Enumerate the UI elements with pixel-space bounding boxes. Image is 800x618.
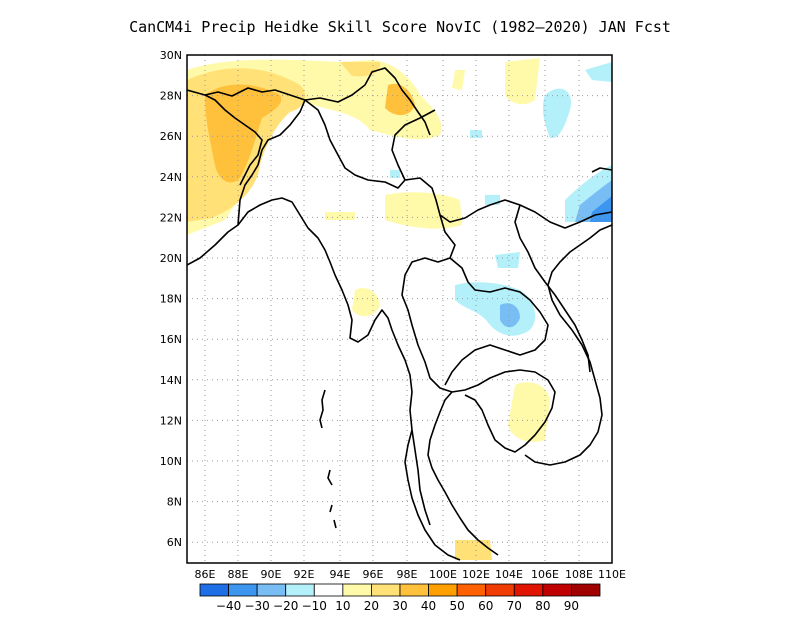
positive-skill-region: [452, 70, 465, 90]
colorbar-label: 20: [364, 599, 379, 613]
negative-skill-region: [495, 252, 520, 268]
colorbar-swatch: [371, 583, 401, 597]
lat-tick-labels: 30N 28N 26N 24N 22N 20N 18N 16N 14N 12N …: [160, 49, 182, 549]
lon-label: 108E: [565, 568, 593, 581]
border-vietnam-laos: [514, 204, 591, 373]
positive-skill-region: [508, 382, 550, 442]
lon-label: 94E: [330, 568, 351, 581]
negative-skill-region: [585, 62, 612, 82]
lon-label: 90E: [261, 568, 282, 581]
colorbar: −40 −30 −20 −10 10 20 30 40 50 60 70 80 90: [199, 583, 601, 613]
lat-label: 30N: [160, 49, 182, 62]
lat-label: 6N: [167, 536, 182, 549]
lon-label: 96E: [363, 568, 384, 581]
border-myanmar-china: [304, 99, 612, 229]
positive-skill-region: [455, 540, 492, 560]
skill-30-region: [385, 83, 415, 116]
colorbar-label: 80: [535, 599, 550, 613]
lat-label: 20N: [160, 252, 182, 265]
lat-label: 26N: [160, 130, 182, 143]
coastline-andaman-islands: [319, 389, 326, 429]
coastline-vietnam: [524, 224, 612, 466]
coastline-malay-peninsula: [404, 429, 461, 561]
border-myanmar-west: [237, 99, 306, 226]
colorbar-swatch: [199, 583, 229, 597]
lat-label: 14N: [160, 374, 182, 387]
colorbar-swatch: [456, 583, 487, 597]
colorbar-swatch: [256, 583, 287, 597]
positive-skill-region: [352, 288, 380, 317]
coastline-nicobar-islands: [327, 469, 337, 529]
coastline-bay-of-bengal: [187, 197, 431, 526]
colorbar-swatch: [485, 583, 515, 597]
skill-minus20-region: [500, 303, 520, 328]
border-laos: [444, 257, 549, 386]
lat-label: 22N: [160, 211, 182, 224]
coastline-gulf-of-thailand: [427, 391, 499, 556]
border-yunnan: [391, 109, 436, 181]
border-myanmar-thailand: [401, 214, 456, 393]
lon-label: 86E: [195, 568, 216, 581]
colorbar-swatch: [228, 583, 258, 597]
negative-skill-region: [542, 88, 571, 139]
lon-label: 110E: [598, 568, 626, 581]
map-title: CanCM4i Precip Heidke Skill Score NovIC …: [129, 18, 671, 36]
colorbar-label: 30: [392, 599, 407, 613]
colorbar-swatch: [342, 583, 372, 597]
colorbar-swatch: [313, 583, 344, 597]
positive-skill-region: [385, 192, 462, 229]
colorbar-label: −40: [216, 599, 241, 613]
country-borders: [187, 67, 612, 561]
border-bhutan-northeast: [187, 67, 431, 136]
skill-score-field: [187, 58, 612, 560]
lat-label: 18N: [160, 293, 182, 306]
colorbar-label: 40: [421, 599, 436, 613]
positive-skill-region: [505, 58, 540, 105]
gridlines: [187, 55, 612, 563]
lat-label: 8N: [167, 496, 182, 509]
lon-label: 98E: [397, 568, 418, 581]
lon-tick-labels: 86E 88E 90E 92E 94E 96E 98E 100E 102E 10…: [195, 568, 626, 581]
lon-label: 104E: [495, 568, 523, 581]
coastline-hainan: [591, 167, 612, 173]
colorbar-swatch: [571, 583, 601, 597]
negative-skill-region: [390, 170, 400, 178]
colorbar-swatch: [399, 583, 429, 597]
skill-30-region: [340, 62, 381, 77]
lon-label: 102E: [462, 568, 490, 581]
lon-label: 106E: [531, 568, 559, 581]
lat-label: 28N: [160, 90, 182, 103]
border-bangladesh: [204, 94, 263, 186]
lon-label: 88E: [228, 568, 249, 581]
colorbar-swatch: [513, 583, 544, 597]
colorbar-label: −30: [244, 599, 269, 613]
lon-label: 100E: [429, 568, 457, 581]
colorbar-label: 50: [450, 599, 465, 613]
colorbar-label: 60: [478, 599, 493, 613]
colorbar-swatch: [285, 583, 315, 597]
colorbar-swatch: [428, 583, 458, 597]
lat-label: 16N: [160, 333, 182, 346]
lat-label: 10N: [160, 455, 182, 468]
colorbar-label: 10: [335, 599, 350, 613]
lat-label: 12N: [160, 414, 182, 427]
negative-skill-region: [470, 130, 482, 138]
colorbar-label: −10: [302, 599, 327, 613]
lon-label: 92E: [294, 568, 315, 581]
border-cambodia: [451, 369, 556, 453]
colorbar-label: −20: [273, 599, 298, 613]
lat-label: 24N: [160, 171, 182, 184]
colorbar-label: 90: [564, 599, 579, 613]
colorbar-label: 70: [507, 599, 522, 613]
colorbar-swatch: [542, 583, 572, 597]
map-frame: [186, 54, 613, 564]
